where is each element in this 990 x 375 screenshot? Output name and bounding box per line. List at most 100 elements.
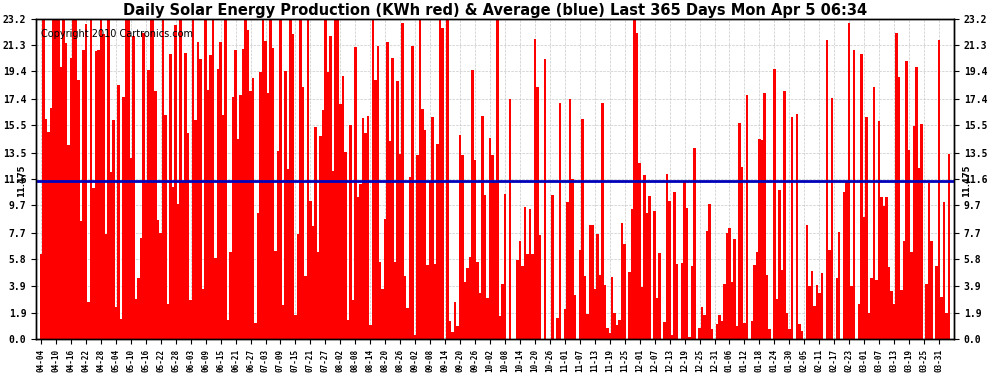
Bar	[105, 234, 107, 339]
Bar	[616, 325, 619, 339]
Bar	[781, 270, 783, 339]
Bar	[164, 115, 167, 339]
Bar	[758, 139, 760, 339]
Bar	[319, 136, 322, 339]
Bar	[544, 59, 546, 339]
Bar	[731, 282, 734, 339]
Bar	[67, 144, 69, 339]
Bar	[753, 265, 755, 339]
Bar	[424, 130, 427, 339]
Bar	[484, 195, 486, 339]
Bar	[222, 115, 225, 339]
Bar	[936, 266, 938, 339]
Bar	[942, 202, 945, 339]
Bar	[434, 264, 437, 339]
Bar	[701, 308, 703, 339]
Bar	[122, 97, 125, 339]
Bar	[698, 328, 701, 339]
Bar	[391, 58, 394, 339]
Bar	[556, 318, 558, 339]
Bar	[396, 81, 399, 339]
Bar	[414, 335, 417, 339]
Bar	[154, 92, 157, 339]
Bar	[110, 172, 112, 339]
Bar	[818, 293, 821, 339]
Bar	[599, 275, 601, 339]
Bar	[611, 277, 614, 339]
Bar	[499, 316, 501, 339]
Bar	[783, 92, 786, 339]
Bar	[209, 54, 212, 339]
Bar	[159, 233, 162, 339]
Bar	[706, 231, 708, 339]
Bar	[888, 267, 890, 339]
Bar	[346, 320, 349, 339]
Bar	[658, 253, 661, 339]
Bar	[419, 16, 422, 339]
Bar	[621, 223, 624, 339]
Bar	[189, 300, 192, 339]
Bar	[532, 254, 534, 339]
Bar	[913, 126, 916, 339]
Bar	[631, 209, 634, 339]
Bar	[686, 208, 688, 339]
Bar	[412, 46, 414, 339]
Bar	[494, 183, 496, 339]
Bar	[407, 308, 409, 339]
Bar	[878, 122, 880, 339]
Bar	[870, 278, 873, 339]
Bar	[57, 16, 59, 339]
Bar	[324, 16, 327, 339]
Bar	[858, 303, 860, 339]
Bar	[349, 124, 351, 339]
Bar	[885, 196, 888, 339]
Bar	[432, 117, 434, 339]
Bar	[653, 211, 656, 339]
Bar	[442, 28, 444, 339]
Bar	[668, 201, 671, 339]
Bar	[750, 321, 753, 339]
Bar	[813, 306, 816, 339]
Bar	[235, 50, 237, 339]
Bar	[145, 183, 147, 339]
Bar	[230, 252, 232, 339]
Bar	[279, 16, 282, 339]
Bar	[726, 234, 729, 339]
Bar	[848, 22, 850, 339]
Bar	[79, 221, 82, 339]
Bar	[169, 54, 172, 339]
Bar	[54, 16, 57, 339]
Text: Copyright 2010 Cartronics.com: Copyright 2010 Cartronics.com	[41, 28, 193, 39]
Bar	[332, 171, 334, 339]
Bar	[152, 16, 154, 339]
Bar	[87, 302, 90, 339]
Bar	[768, 328, 770, 339]
Bar	[519, 242, 521, 339]
Bar	[386, 42, 389, 339]
Bar	[107, 16, 110, 339]
Bar	[539, 235, 542, 339]
Title: Daily Solar Energy Production (KWh red) & Average (blue) Last 365 Days Mon Apr 5: Daily Solar Energy Production (KWh red) …	[123, 3, 867, 18]
Bar	[359, 184, 361, 339]
Bar	[578, 250, 581, 339]
Bar	[594, 288, 596, 339]
Bar	[322, 110, 324, 339]
Bar	[45, 119, 48, 339]
Bar	[629, 272, 631, 339]
Bar	[304, 276, 307, 339]
Bar	[458, 135, 461, 339]
Bar	[282, 305, 284, 339]
Bar	[374, 80, 376, 339]
Bar	[172, 187, 174, 339]
Bar	[534, 39, 537, 339]
Bar	[40, 254, 43, 339]
Bar	[788, 329, 791, 339]
Bar	[167, 304, 169, 339]
Bar	[356, 197, 359, 339]
Bar	[703, 315, 706, 339]
Bar	[245, 16, 247, 339]
Bar	[688, 337, 691, 339]
Bar	[464, 282, 466, 339]
Bar	[509, 99, 511, 339]
Bar	[254, 323, 256, 339]
